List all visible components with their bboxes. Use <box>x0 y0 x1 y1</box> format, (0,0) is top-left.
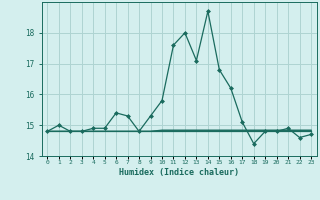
X-axis label: Humidex (Indice chaleur): Humidex (Indice chaleur) <box>119 168 239 177</box>
